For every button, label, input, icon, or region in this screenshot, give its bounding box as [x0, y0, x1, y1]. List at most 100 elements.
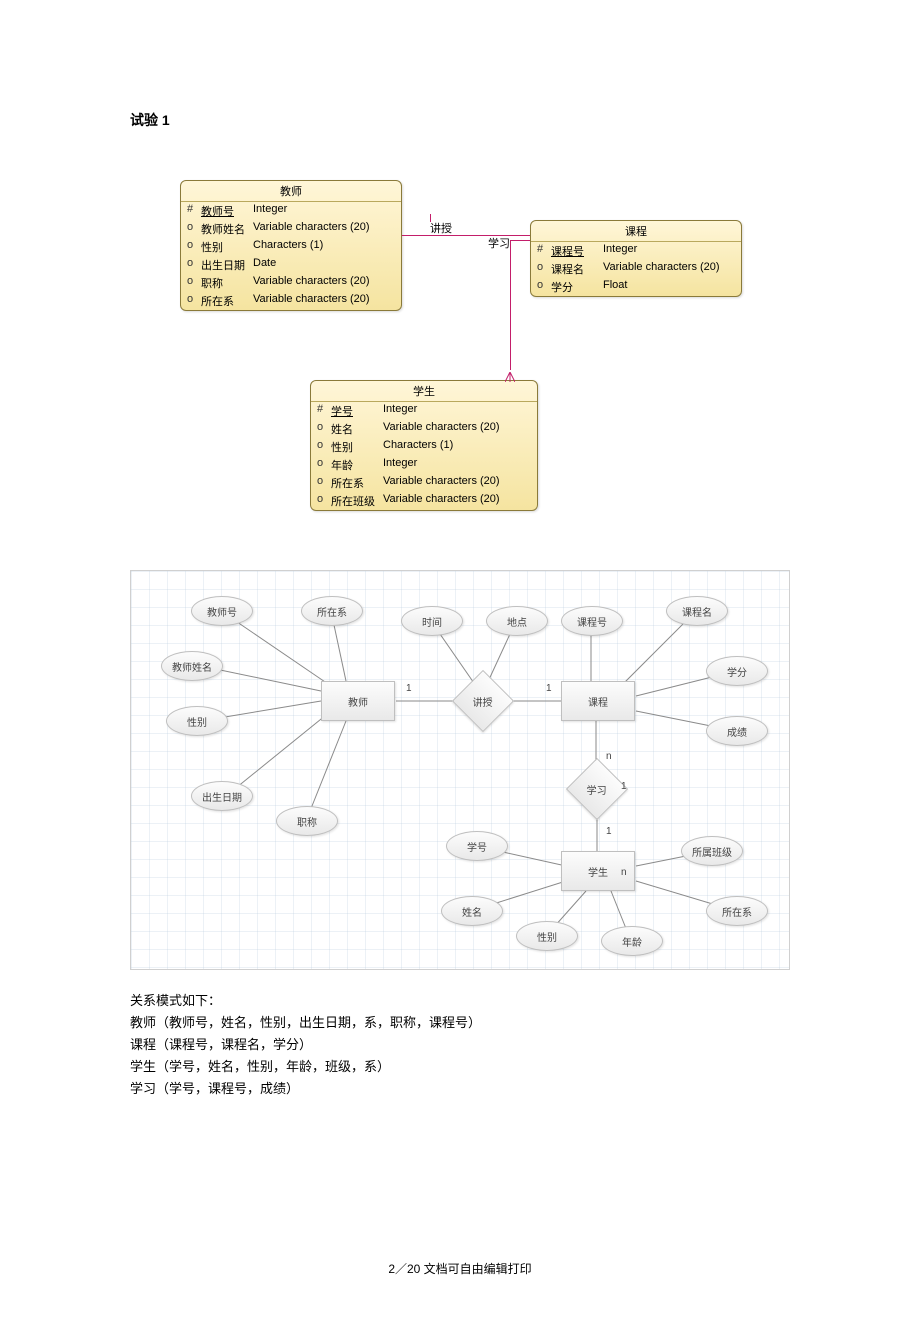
er-attr-student-class: 所属班级 [681, 836, 743, 866]
rel-teach-line [402, 235, 530, 236]
er-attr-teacher-id: 教师号 [191, 596, 253, 626]
entity-attr-row: #学号Integer [311, 402, 537, 420]
attr-name: 职称 [201, 275, 253, 291]
entity-student-title: 学生 [311, 381, 537, 402]
rel-teach-tick [430, 214, 431, 222]
page-title: 试验 1 [130, 110, 790, 130]
attr-name: 教师号 [201, 203, 253, 219]
attr-name: 所在系 [201, 293, 253, 309]
attr-name: 课程号 [551, 243, 603, 259]
card-study-student: 1 [606, 826, 612, 837]
attr-name: 学号 [331, 403, 383, 419]
er-attr-student-gender: 性别 [516, 921, 578, 951]
er-attr-student-id: 学号 [446, 831, 508, 861]
rel-study-line-v [510, 240, 511, 370]
rel-teach-label: 讲授 [430, 220, 452, 236]
entity-student: 学生 #学号Integero姓名Variable characters (20)… [310, 380, 538, 511]
entity-course: 课程 #课程号Integero课程名Variable characters (2… [530, 220, 742, 297]
entity-attr-row: o性别Characters (1) [181, 238, 401, 256]
attr-symbol: o [317, 475, 331, 491]
attr-symbol: o [317, 439, 331, 455]
er-diagram: 教师 教师号 所在系 教师姓名 性别 出生日期 职称 讲授 时间 地点 课程 课… [130, 570, 790, 970]
entity-attr-row: o职称Variable characters (20) [181, 274, 401, 292]
rel-study-line-h [510, 240, 530, 241]
attr-symbol: # [537, 243, 551, 259]
attr-type: Characters (1) [253, 239, 395, 255]
schema-line-1: 课程（课程号，课程名，学分） [130, 1034, 790, 1056]
card-student-n: n [621, 867, 627, 878]
er-rel-teach: 讲授 [452, 670, 514, 732]
er-attr-teach-place: 地点 [486, 606, 548, 636]
entity-teacher-title: 教师 [181, 181, 401, 202]
attr-symbol: # [187, 203, 201, 219]
attr-name: 性别 [201, 239, 253, 255]
rel-study-label: 学习 [488, 235, 510, 251]
attr-type: Integer [253, 203, 395, 219]
er-attr-student-name: 姓名 [441, 896, 503, 926]
attr-symbol: o [187, 221, 201, 237]
er-attr-teacher-gender: 性别 [166, 706, 228, 736]
attr-symbol: o [187, 239, 201, 255]
er-rel-teach-label: 讲授 [473, 694, 493, 709]
er-attr-course-id: 课程号 [561, 606, 623, 636]
entity-attr-row: #教师号Integer [181, 202, 401, 220]
attr-type: Characters (1) [383, 439, 531, 455]
attr-symbol: o [187, 257, 201, 273]
er-attr-student-dept: 所在系 [706, 896, 768, 926]
er-entity-teacher: 教师 [321, 681, 395, 721]
entity-attr-row: o年龄Integer [311, 456, 537, 474]
entity-attr-row: o所在系Variable characters (20) [181, 292, 401, 310]
attr-name: 姓名 [331, 421, 383, 437]
attr-symbol: # [317, 403, 331, 419]
er-attr-course-score: 成绩 [706, 716, 768, 746]
er-rel-study-label: 学习 [587, 782, 607, 797]
attr-name: 学分 [551, 279, 603, 295]
attr-name: 课程名 [551, 261, 603, 277]
entity-attr-row: o学分Float [531, 278, 741, 296]
card-course-teach: 1 [546, 683, 552, 694]
er-attr-course-credit: 学分 [706, 656, 768, 686]
attr-type: Variable characters (20) [253, 293, 395, 309]
attr-symbol: o [187, 275, 201, 291]
er-attr-course-name: 课程名 [666, 596, 728, 626]
attr-name: 性别 [331, 439, 383, 455]
attr-type: Variable characters (20) [253, 221, 395, 237]
attr-symbol: o [187, 293, 201, 309]
er-attr-teacher-title: 职称 [276, 806, 338, 836]
attr-name: 教师姓名 [201, 221, 253, 237]
attr-type: Date [253, 257, 395, 273]
er-entity-course: 课程 [561, 681, 635, 721]
entity-student-attrs: #学号Integero姓名Variable characters (20)o性别… [311, 402, 537, 510]
card-course-study: n [606, 751, 612, 762]
card-study-x1: 1 [621, 781, 627, 792]
attr-type: Float [603, 279, 735, 295]
entity-attr-row: o所在系Variable characters (20) [311, 474, 537, 492]
attr-type: Variable characters (20) [383, 493, 531, 509]
schema-line-2: 学生（学号，姓名，性别，年龄，班级，系） [130, 1056, 790, 1078]
entity-attr-row: #课程号Integer [531, 242, 741, 260]
attr-type: Variable characters (20) [383, 421, 531, 437]
page-footer: 2／20 文档可自由编辑打印 [130, 1260, 790, 1277]
schema-header: 关系模式如下： [130, 990, 790, 1012]
entity-teacher: 教师 #教师号Integero教师姓名Variable characters (… [180, 180, 402, 311]
entity-attr-row: o所在班级Variable characters (20) [311, 492, 537, 510]
entity-attr-row: o性别Characters (1) [311, 438, 537, 456]
attr-symbol: o [537, 261, 551, 277]
attr-symbol: o [537, 279, 551, 295]
schema-line-3: 学习（学号，课程号，成绩） [130, 1078, 790, 1100]
entity-attr-row: o出生日期Date [181, 256, 401, 274]
entity-course-title: 课程 [531, 221, 741, 242]
attr-type: Variable characters (20) [253, 275, 395, 291]
er-attr-student-age: 年龄 [601, 926, 663, 956]
attr-name: 出生日期 [201, 257, 253, 273]
attr-type: Variable characters (20) [603, 261, 735, 277]
attr-type: Variable characters (20) [383, 475, 531, 491]
entity-teacher-attrs: #教师号Integero教师姓名Variable characters (20)… [181, 202, 401, 310]
schema-block: 关系模式如下： 教师（教师号，姓名，性别，出生日期，系，职称，课程号） 课程（课… [130, 990, 790, 1100]
attr-symbol: o [317, 457, 331, 473]
er-attr-teacher-birth: 出生日期 [191, 781, 253, 811]
attr-symbol: o [317, 421, 331, 437]
attr-type: Integer [383, 457, 531, 473]
entity-attr-row: o姓名Variable characters (20) [311, 420, 537, 438]
attr-type: Integer [603, 243, 735, 259]
